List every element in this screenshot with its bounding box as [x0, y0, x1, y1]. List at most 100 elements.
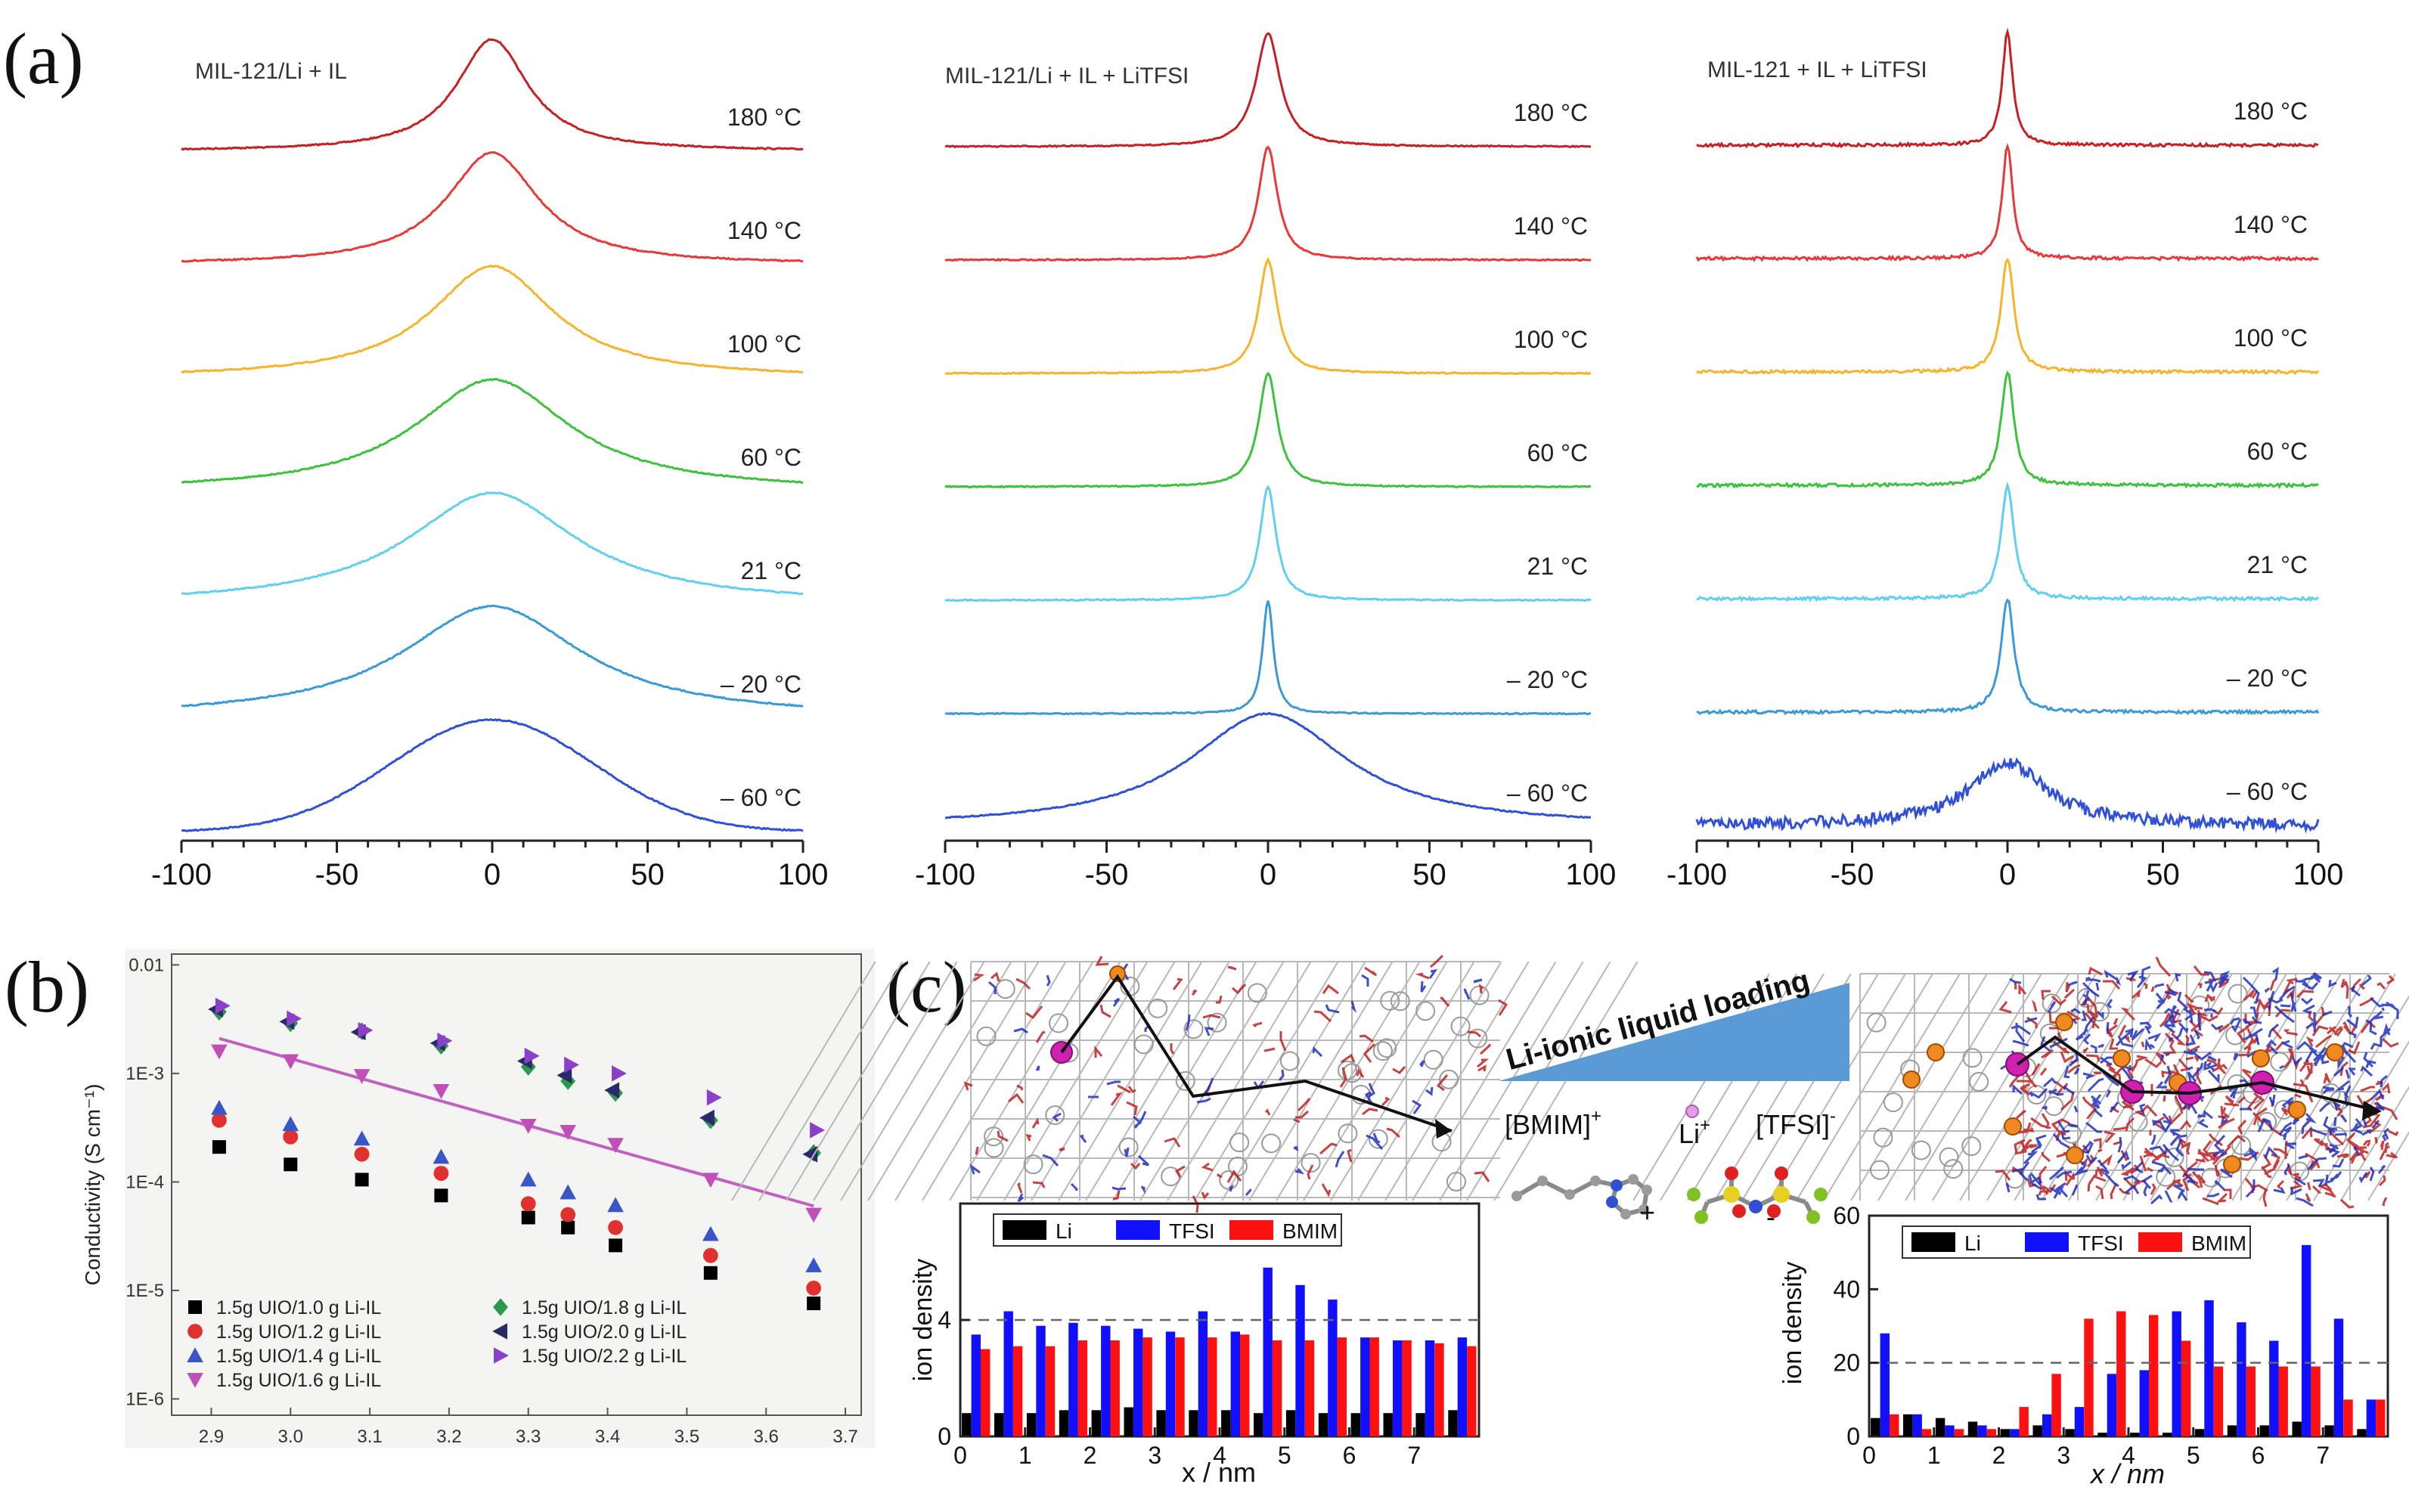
- histogram-bar-li: [1350, 1413, 1360, 1436]
- histogram-legend-swatch-bmim: [2138, 1232, 2182, 1252]
- conductivity-legend-label-4: 1.5g UIO/1.6 g Li-IL: [216, 1370, 381, 1391]
- histogram-bar-li: [962, 1413, 972, 1436]
- histogram-bar-li: [2097, 1433, 2107, 1436]
- nmr-temperature-label-3-2: 140 °C: [2234, 211, 2308, 238]
- mof-framework-ring: [1133, 1034, 1154, 1055]
- panel-label-b: (b): [5, 947, 89, 1027]
- mof-framework-ring: [1261, 1133, 1282, 1154]
- histogram-bar-tfsi: [2042, 1414, 2052, 1436]
- counter-ion-sphere: [2288, 1101, 2306, 1119]
- counter-ion-sphere: [2252, 1049, 2270, 1067]
- conductivity-point-s1: [561, 1220, 575, 1235]
- nmr-plot-1-temperature-labels: 180 °C 140 °C 100 °C 60 °C 21 °C – 20 °C – 60 …: [721, 104, 801, 811]
- conductivity-point-s2: [520, 1196, 536, 1212]
- histogram-x-tick-label: 4: [1213, 1442, 1226, 1469]
- histogram-x-tick-label: 5: [2187, 1442, 2200, 1469]
- histogram-bar-bmim: [1434, 1343, 1444, 1436]
- tfsi-fluorine-atom: [1806, 1210, 1820, 1224]
- histogram-bar-tfsi: [1165, 1331, 1176, 1436]
- nmr-trace-3-5: [1696, 481, 2320, 603]
- nmr-trace-3-7: [1695, 757, 2320, 834]
- conductivity-point-s4: [560, 1125, 576, 1140]
- conductivity-y-label: Conductivity (S cm⁻¹): [81, 1084, 104, 1286]
- conductivity-point-s3: [607, 1197, 624, 1213]
- nmr-axis-tick-label-3: 0: [1999, 858, 2016, 891]
- nmr-trace-2-7: [944, 711, 1592, 820]
- mof-framework-ring: [976, 1026, 997, 1046]
- histogram-bar-bmim: [1272, 1340, 1282, 1436]
- histogram-x-tick-label: 1: [1018, 1442, 1032, 1469]
- histogram-legend-label-tfsi: TFSI: [2078, 1232, 2124, 1255]
- histogram-y-tick-label: 0: [938, 1423, 951, 1450]
- conductivity-point-s7: [524, 1047, 540, 1064]
- tfsi-oxygen-atom: [1767, 1204, 1781, 1218]
- conductivity-point-s3: [702, 1225, 719, 1241]
- tfsi-molecule-icon: [1687, 1167, 1828, 1224]
- mof-framework-ring: [1415, 1001, 1436, 1021]
- histogram-x-tick-label: 7: [1407, 1442, 1421, 1469]
- conductivity-point-s7: [437, 1032, 453, 1049]
- histogram-x-tick-label: 3: [1148, 1442, 1161, 1469]
- histogram-bar-tfsi: [1263, 1267, 1273, 1436]
- histogram-bar-tfsi: [2333, 1318, 2344, 1436]
- mof-framework-ring: [1023, 1154, 1043, 1175]
- histogram-bar-tfsi: [2204, 1300, 2214, 1436]
- mof-framework-ring: [1148, 998, 1168, 1018]
- histogram-y-tick-label: 4: [938, 1306, 951, 1334]
- mof-framework-ring: [2228, 984, 2248, 1004]
- mof-framework-ring: [1049, 1013, 1069, 1033]
- tfsi-oxygen-atom: [1775, 1167, 1788, 1180]
- conductivity-point-s2: [806, 1280, 822, 1296]
- histogram-bar-bmim: [2278, 1366, 2288, 1436]
- histogram-bar-li: [1383, 1413, 1393, 1436]
- conductivity-point-s6: [699, 1109, 715, 1126]
- histogram-bar-bmim: [1142, 1337, 1152, 1436]
- conductivity-x-ticks: 2.9 3.0 3.1 3.2 3.3 3.4 3.5 3.6 3.7: [199, 1408, 858, 1447]
- nmr-trace-1-4: [181, 377, 803, 484]
- conductivity-legend-label-2: 1.5g UIO/1.2 g Li-IL: [216, 1321, 381, 1343]
- histogram-bar-li: [1254, 1413, 1263, 1436]
- conductivity-point-s1: [703, 1266, 718, 1280]
- conductivity-point-s7: [215, 997, 231, 1015]
- histogram-low-y-label: ion density: [909, 1259, 938, 1382]
- histogram-bar-li: [1285, 1410, 1296, 1436]
- nmr-temperature-label-2-2: 140 °C: [1514, 212, 1588, 240]
- conductivity-point-s6: [557, 1067, 572, 1084]
- histogram-bar-bmim: [2019, 1407, 2029, 1436]
- nmr-trace-1-6: [181, 604, 804, 708]
- conductivity-point-s7: [564, 1056, 579, 1074]
- histogram-x-tick-label: 2: [1992, 1442, 2006, 1469]
- conductivity-point-s3: [560, 1184, 576, 1200]
- conductivity-point-s2: [283, 1129, 299, 1145]
- conductivity-legend-marker-2: [188, 1324, 203, 1339]
- histogram-bar-tfsi: [1945, 1425, 1955, 1436]
- conductivity-y-tick-label: 1E-4: [126, 1172, 164, 1192]
- histogram-bar-li: [1318, 1413, 1329, 1436]
- nmr-axis-tick-label-1: 50: [631, 858, 665, 891]
- histogram-x-tick-label: 0: [953, 1442, 967, 1469]
- conductivity-point-s7: [358, 1021, 374, 1039]
- histogram-bar-bmim: [1110, 1340, 1120, 1436]
- nmr-axis-tick-label-3: -50: [1831, 858, 1874, 891]
- mof-framework-ring: [2231, 1136, 2252, 1156]
- mof-framework-ring: [1338, 1123, 1358, 1144]
- bmim-atom: [1628, 1174, 1639, 1185]
- histogram-bar-bmim: [2376, 1399, 2386, 1436]
- nmr-plot-3-traces: [1695, 27, 2320, 834]
- histogram-bar-bmim: [1175, 1337, 1185, 1436]
- conductivity-plot-background: [125, 949, 875, 1448]
- nmr-temperature-label-3-6: – 20 °C: [2227, 665, 2308, 692]
- nmr-temperature-label-1-5: 21 °C: [741, 557, 801, 584]
- mof-framework-ring: [2076, 987, 2097, 1008]
- histogram-bar-tfsi: [1198, 1311, 1208, 1436]
- mof-framework-ring: [1962, 1048, 1983, 1068]
- tfsi-nitrogen-atom: [1749, 1200, 1763, 1213]
- counter-ion-sphere: [2004, 1117, 2022, 1136]
- histogram-bar-tfsi: [971, 1334, 981, 1437]
- conductivity-plot: Conductivity (S cm⁻¹) 0.01 1E-3 1E-4 1E-5 1E…: [81, 949, 875, 1448]
- histogram-bar-tfsi: [1328, 1300, 1338, 1436]
- bmim-atom: [1511, 1191, 1522, 1201]
- histogram-legend-label-li: Li: [1964, 1232, 1981, 1255]
- mof-framework-ring: [2225, 1025, 2246, 1046]
